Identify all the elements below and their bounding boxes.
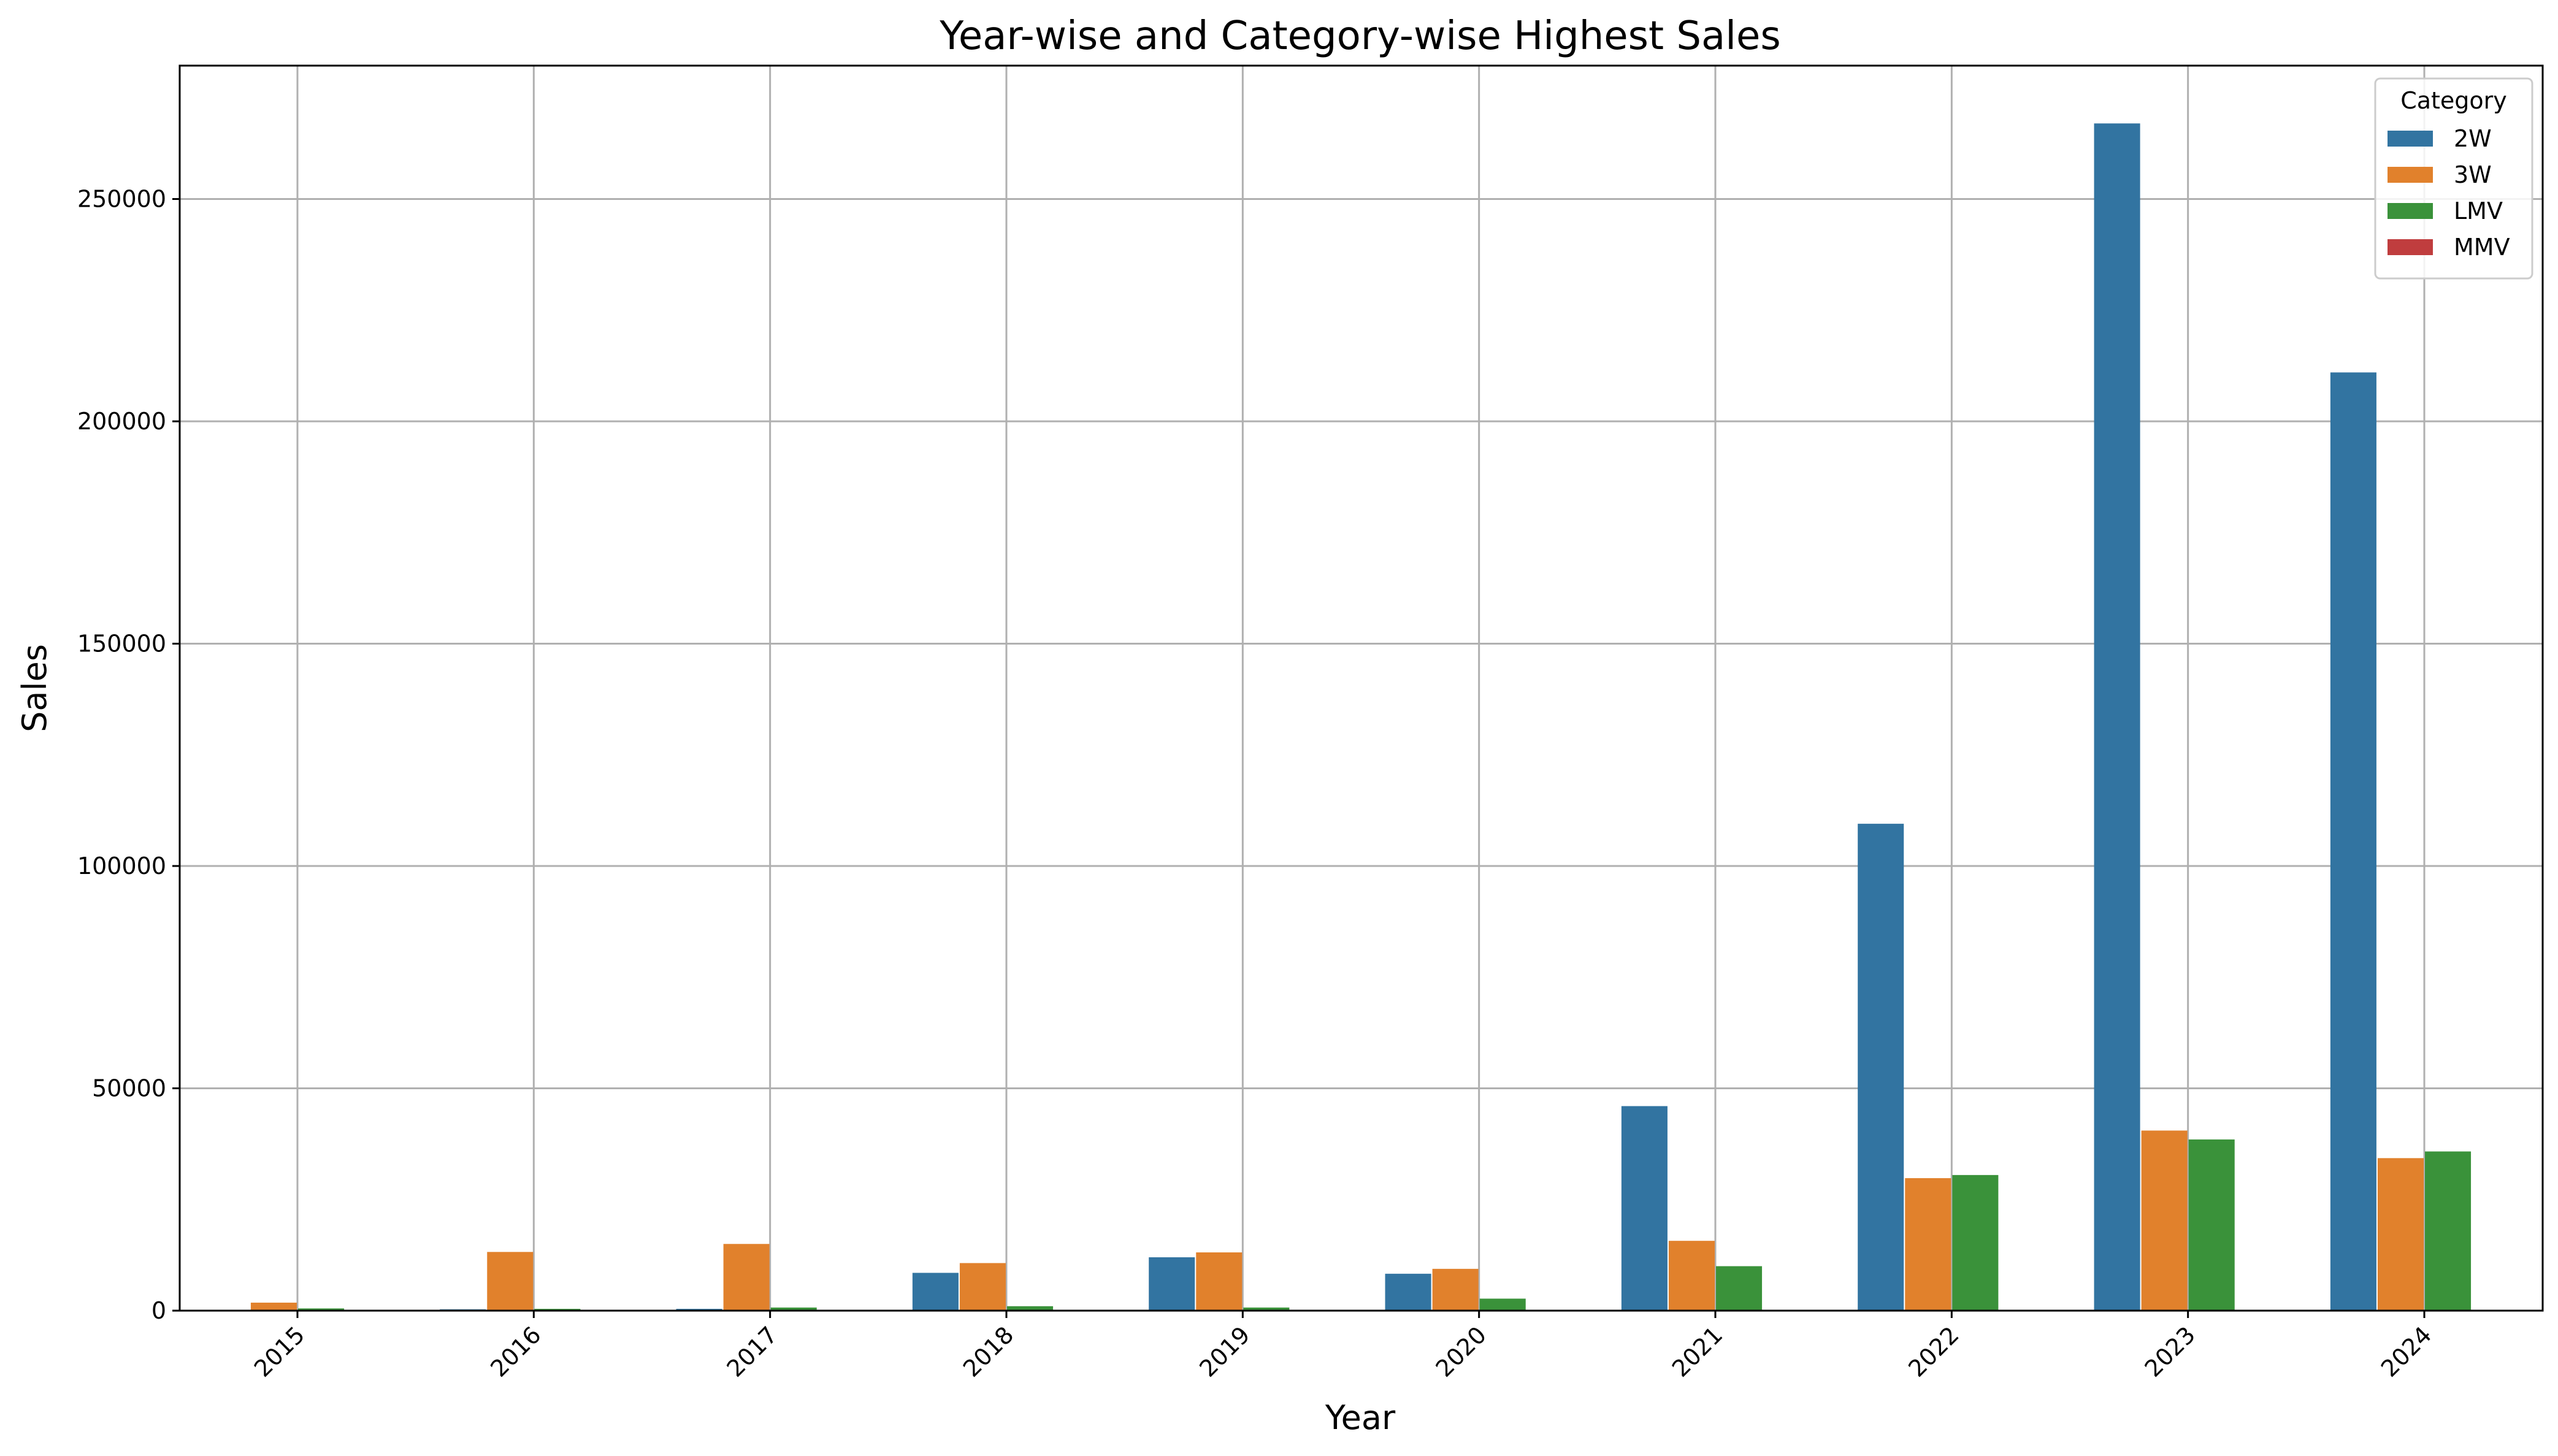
bars-layer (203, 123, 2472, 1311)
bar-2w-2018 (912, 1273, 959, 1311)
plot-frame (178, 64, 2544, 1312)
y-tick-label: 100000 (77, 853, 166, 879)
bar-3w-2021 (1668, 1241, 1715, 1311)
y-tick-label: 250000 (77, 186, 166, 213)
bar-3w-2015 (250, 1302, 297, 1311)
bar-lmv-2015 (298, 1308, 345, 1311)
legend: Category 2W 3W LMV MMV (2374, 77, 2533, 280)
legend-title: Category (2400, 87, 2507, 114)
legend-swatch-3w (2388, 167, 2433, 183)
bar-2w-2022 (1858, 824, 1904, 1311)
legend-swatch-mmv (2388, 239, 2433, 255)
bar-lmv-2024 (2425, 1151, 2472, 1311)
legend-swatch-2w (2388, 131, 2433, 147)
bar-2w-2021 (1621, 1106, 1668, 1311)
y-tick-label: 200000 (77, 408, 166, 435)
bar-lmv-2021 (1716, 1266, 1763, 1311)
legend-box (2374, 77, 2533, 280)
bar-lmv-2022 (1952, 1174, 1999, 1311)
bar-3w-2020 (1432, 1268, 1479, 1311)
bar-3w-2018 (959, 1263, 1006, 1311)
bar-3w-2023 (2141, 1130, 2188, 1311)
bar-lmv-2019 (1243, 1307, 1290, 1311)
y-tick-label: 0 (151, 1297, 166, 1324)
chart-title: Year-wise and Category-wise Highest Sale… (939, 13, 1781, 59)
bar-lmv-2020 (1479, 1298, 1526, 1311)
legend-label-3w: 3W (2454, 161, 2492, 188)
bar-2w-2019 (1149, 1257, 1195, 1311)
legend-label-mmv: MMV (2454, 234, 2510, 261)
bar-3w-2016 (487, 1252, 534, 1311)
bar-lmv-2017 (770, 1307, 817, 1311)
bar-2w-2023 (2094, 123, 2140, 1311)
y-axis: 0 50000 100000 150000 200000 250000 (77, 186, 180, 1324)
y-tick-label: 50000 (92, 1075, 166, 1102)
bar-3w-2022 (1905, 1178, 1951, 1311)
bar-3w-2024 (2377, 1158, 2424, 1311)
legend-label-2w: 2W (2454, 125, 2492, 152)
legend-entries: 2W 3W LMV MMV (2388, 125, 2510, 261)
bar-2w-2020 (1385, 1273, 1431, 1311)
y-tick-label: 150000 (77, 630, 166, 657)
x-axis-title: Year (1325, 1398, 1396, 1437)
grid-layer (180, 66, 2543, 1312)
bar-3w-2017 (723, 1244, 770, 1311)
y-axis-title: Sales (15, 644, 54, 732)
bar-3w-2019 (1196, 1252, 1243, 1311)
bar-lmv-2018 (1007, 1306, 1054, 1311)
bar-2w-2024 (2330, 372, 2376, 1311)
legend-label-lmv: LMV (2454, 197, 2503, 224)
bar-lmv-2023 (2188, 1139, 2235, 1311)
legend-swatch-lmv (2388, 203, 2433, 219)
